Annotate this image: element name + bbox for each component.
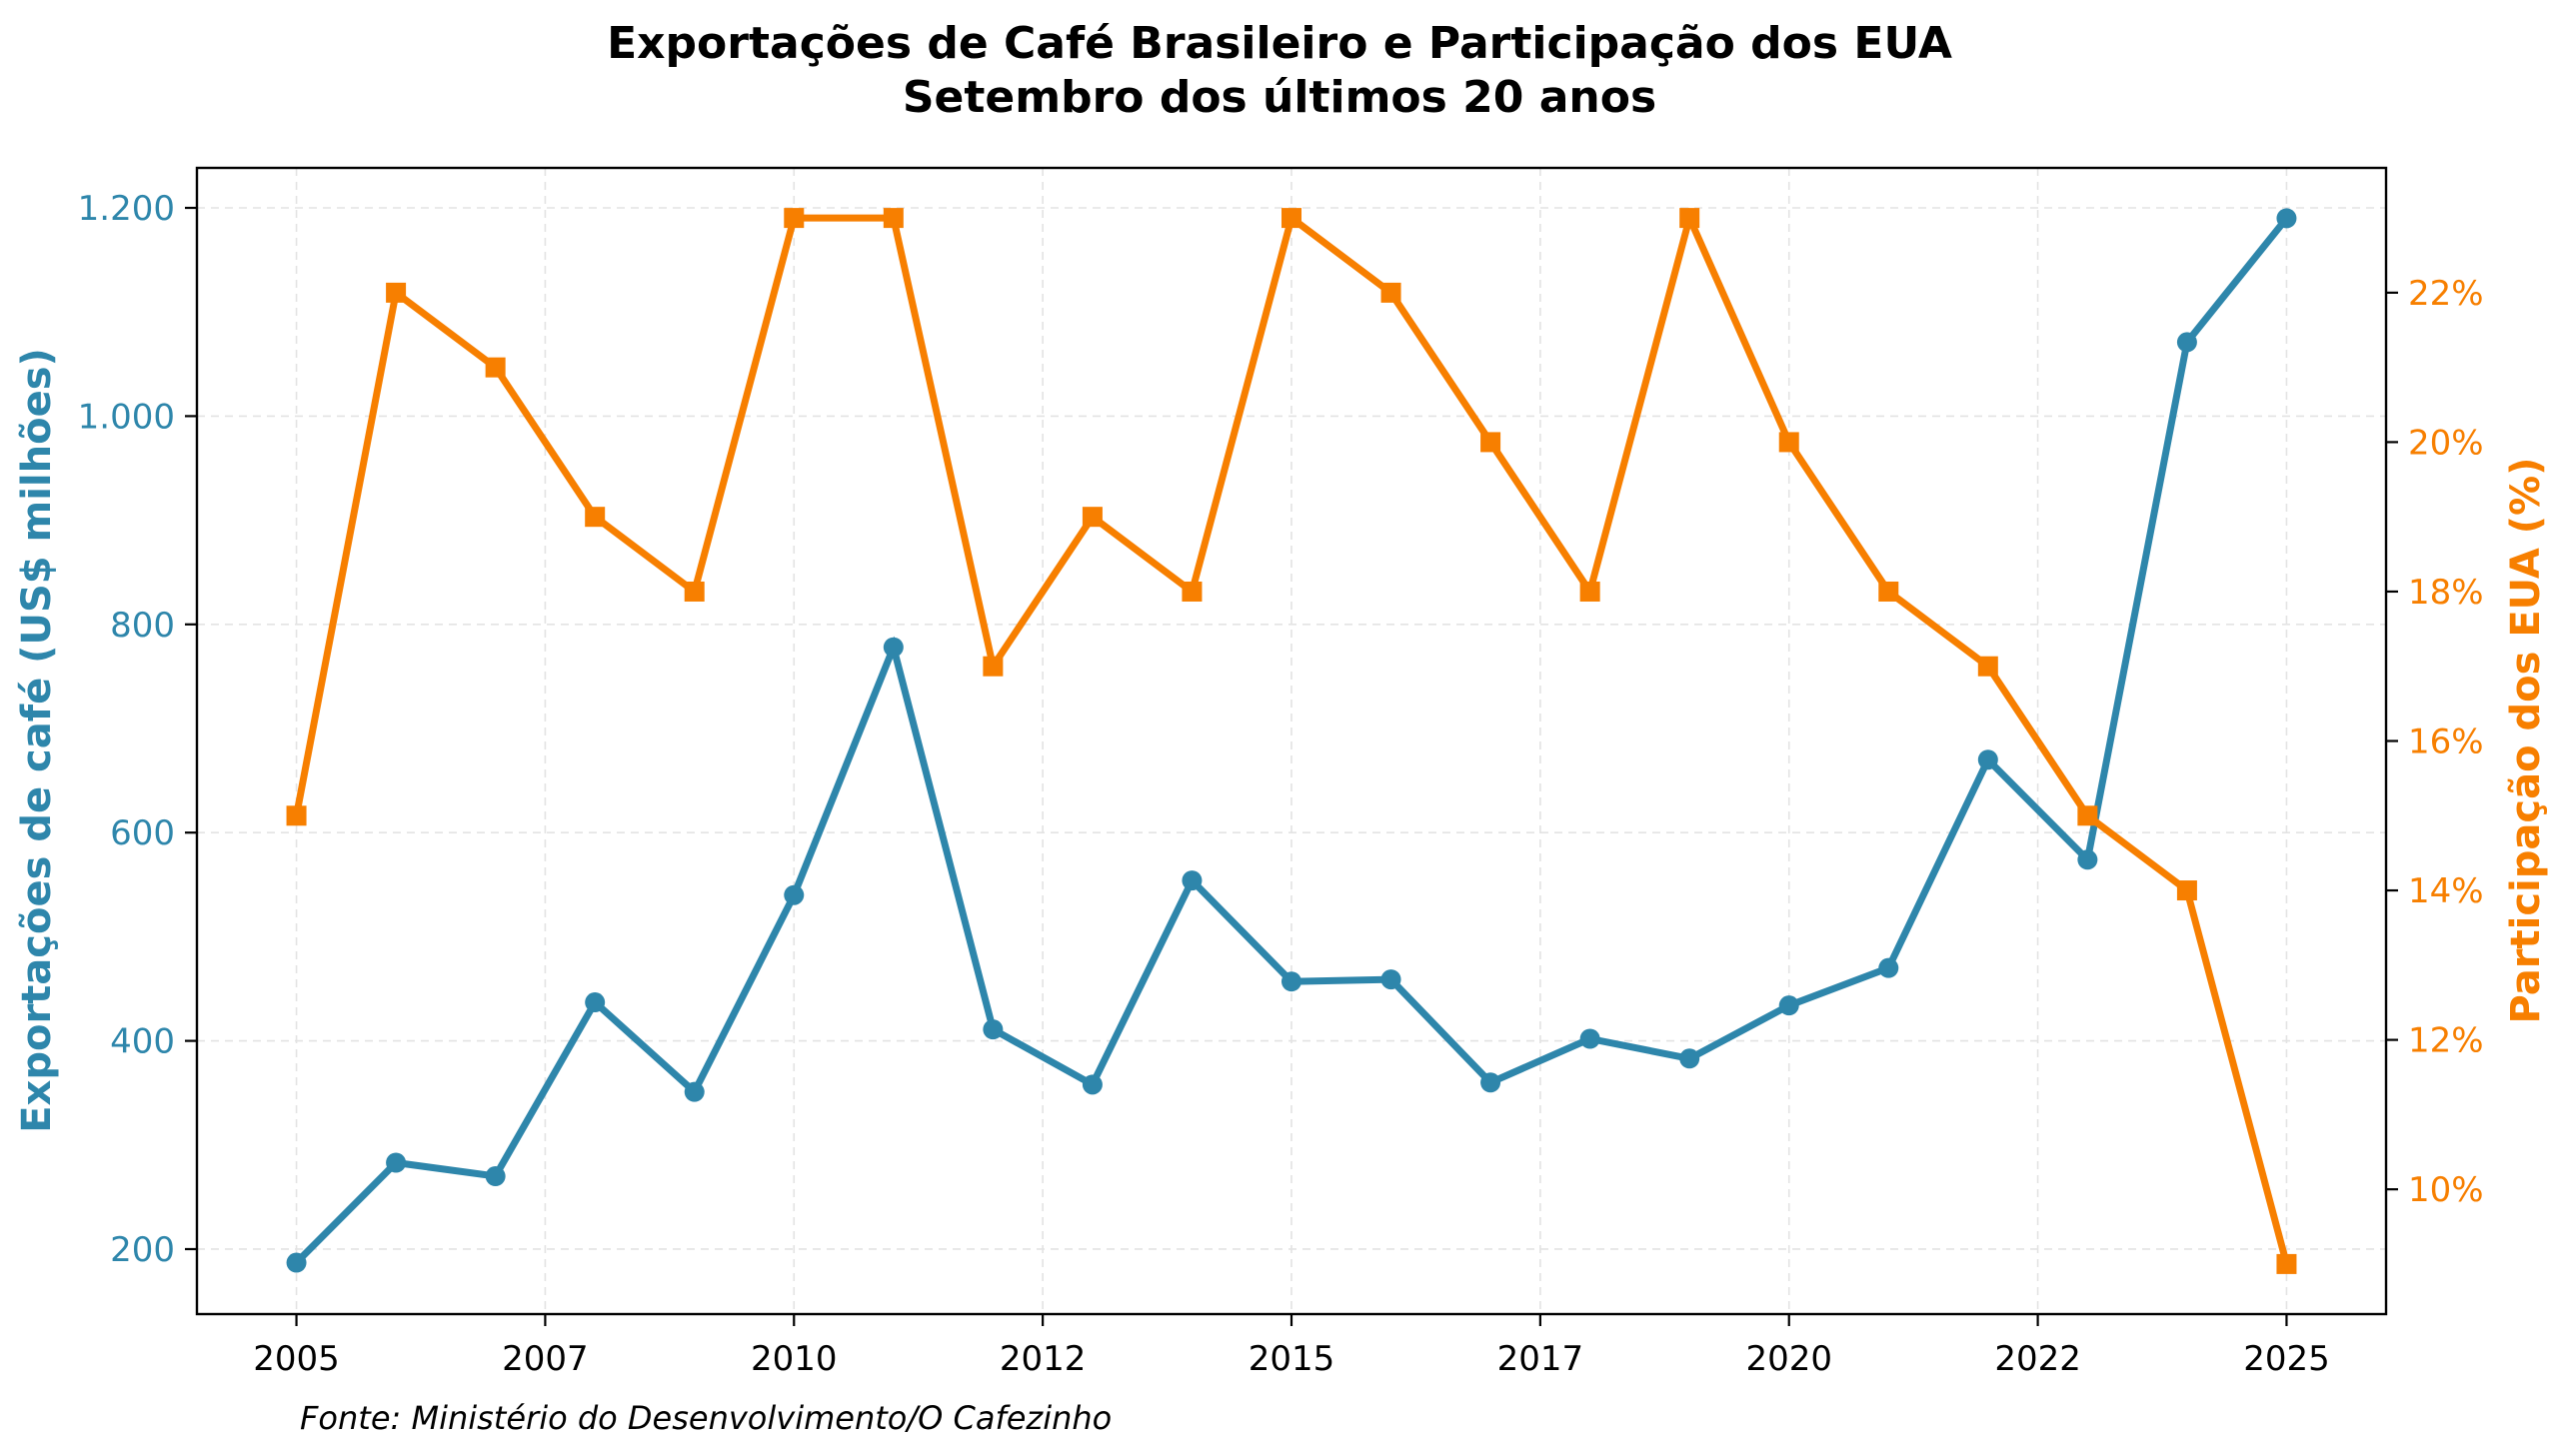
x-tick-label: 2010 <box>751 1339 838 1379</box>
data-point-circle <box>1679 1048 1700 1069</box>
data-point-circle <box>684 1081 705 1102</box>
data-point-square <box>2077 805 2098 826</box>
data-point-square <box>485 357 506 378</box>
data-point-circle <box>1878 957 1899 978</box>
y-left-tick-label: 600 <box>110 813 175 853</box>
x-tick-label: 2005 <box>253 1339 340 1379</box>
y-right-tick-label: 22% <box>2408 274 2484 314</box>
data-point-square <box>585 507 606 528</box>
data-point-square <box>1579 581 1600 602</box>
y-axis-left-title: Exportações de café (US$ milhões) <box>14 348 60 1133</box>
data-point-square <box>883 208 904 229</box>
y-axis-left: 200 400 600 800 1.000 1.200 <box>78 189 197 1270</box>
data-point-circle <box>1380 969 1401 990</box>
data-point-circle <box>883 637 904 658</box>
data-point-square <box>286 805 307 826</box>
data-point-circle <box>485 1166 506 1187</box>
y-left-tick-label: 1.200 <box>78 189 175 229</box>
data-point-circle <box>2276 208 2297 229</box>
data-point-square <box>2276 1253 2297 1274</box>
data-point-circle <box>2176 332 2197 353</box>
y-right-tick-label: 12% <box>2408 1021 2484 1061</box>
data-point-square <box>1778 432 1799 453</box>
data-point-circle <box>1778 995 1799 1016</box>
data-point-square <box>1380 282 1401 303</box>
y-right-tick-label: 10% <box>2408 1170 2484 1210</box>
grid <box>197 168 2386 1314</box>
data-point-circle <box>585 992 606 1013</box>
x-tick-label: 2022 <box>1994 1339 2081 1379</box>
source-note: Fonte: Ministério do Desenvolvimento/O C… <box>300 1399 1112 1437</box>
x-tick-label: 2017 <box>1497 1339 1584 1379</box>
data-point-circle <box>784 884 805 905</box>
y-left-tick-label: 200 <box>110 1230 175 1270</box>
data-point-square <box>784 208 805 229</box>
y-right-tick-label: 14% <box>2408 871 2484 911</box>
series-us-share <box>286 207 2297 1274</box>
data-point-circle <box>1480 1072 1501 1093</box>
series-layer <box>286 207 2297 1274</box>
chart-subtitle: Setembro dos últimos 20 anos <box>903 72 1656 123</box>
y-right-tick-label: 16% <box>2408 723 2484 762</box>
series-exports <box>286 208 2297 1273</box>
data-point-circle <box>1082 1074 1103 1095</box>
x-tick-label: 2012 <box>1000 1339 1087 1379</box>
x-tick-label: 2015 <box>1249 1339 1335 1379</box>
data-point-square <box>1977 656 1998 677</box>
data-point-circle <box>1579 1028 1600 1049</box>
x-tick-label: 2020 <box>1745 1339 1832 1379</box>
data-point-square <box>2176 880 2197 901</box>
y-left-tick-label: 400 <box>110 1022 175 1062</box>
data-point-circle <box>1977 749 1998 770</box>
data-point-square <box>1082 507 1103 528</box>
data-point-square <box>1878 581 1899 602</box>
data-point-circle <box>386 1152 407 1173</box>
x-tick-label: 2007 <box>502 1339 589 1379</box>
x-axis: 2005 2007 2010 2012 2015 2017 2020 2022 2025 <box>253 1314 2330 1379</box>
data-point-circle <box>1182 870 1203 891</box>
data-point-circle <box>286 1252 307 1273</box>
data-point-circle <box>1281 971 1301 992</box>
y-left-tick-label: 1.000 <box>78 397 175 437</box>
data-point-square <box>1480 432 1501 453</box>
y-right-tick-label: 20% <box>2408 423 2484 463</box>
data-point-square <box>983 656 1004 677</box>
data-point-circle <box>2077 849 2098 870</box>
data-point-square <box>1182 581 1203 602</box>
data-point-circle <box>983 1019 1004 1040</box>
y-axis-right-title: Participação dos EUA (%) <box>2503 458 2549 1024</box>
y-axis-right: 10% 12% 14% 16% 18% 20% 22% <box>2386 274 2484 1210</box>
data-point-square <box>386 282 407 303</box>
y-right-tick-label: 18% <box>2408 573 2484 613</box>
data-point-square <box>1679 208 1700 229</box>
data-point-square <box>684 581 705 602</box>
chart-title: Exportações de Café Brasileiro e Partici… <box>607 18 1952 69</box>
y-left-tick-label: 800 <box>110 606 175 646</box>
data-point-square <box>1281 208 1301 229</box>
x-tick-label: 2025 <box>2243 1339 2330 1379</box>
